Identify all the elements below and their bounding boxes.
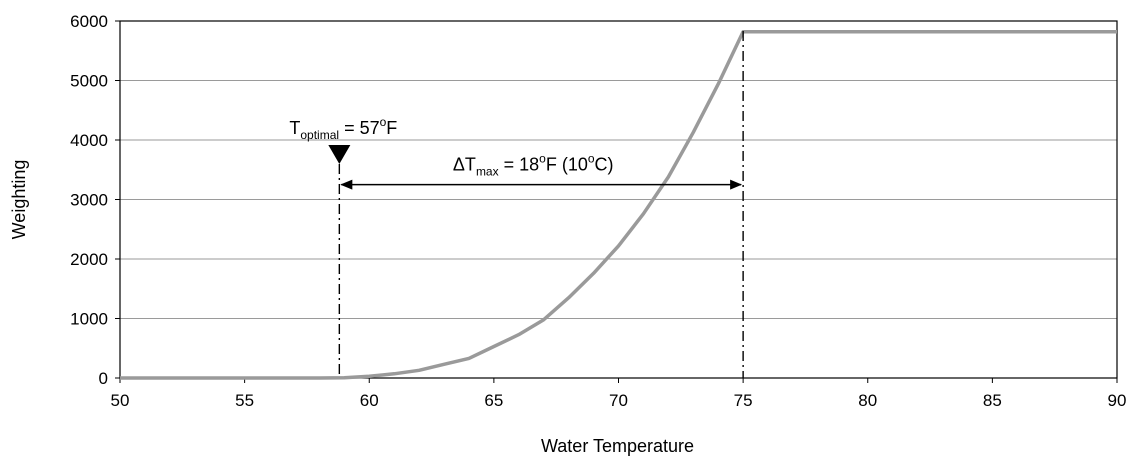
x-tick-label: 85 xyxy=(983,391,1002,410)
delta-t-label: ΔTmax = 18oF (10oC) xyxy=(453,152,614,179)
x-tick-label: 50 xyxy=(111,391,130,410)
y-tick-label: 0 xyxy=(99,369,108,388)
y-tick-label: 2000 xyxy=(70,250,108,269)
x-tick-label: 55 xyxy=(235,391,254,410)
x-tick-label: 60 xyxy=(360,391,379,410)
t-optimal-marker-icon xyxy=(328,145,351,164)
x-tick-label: 75 xyxy=(734,391,753,410)
x-axis: 50 55 60 65 70 75 80 85 90 xyxy=(111,378,1127,410)
y-tick-label: 1000 xyxy=(70,310,108,329)
y-axis-title: Weighting xyxy=(9,160,29,240)
x-tick-label: 70 xyxy=(609,391,628,410)
y-axis: 0 1000 2000 3000 4000 5000 6000 xyxy=(70,12,120,388)
y-tick-label: 5000 xyxy=(70,72,108,91)
t-optimal-label: Toptimal = 57oF xyxy=(289,115,397,142)
x-tick-label: 65 xyxy=(484,391,503,410)
gridlines xyxy=(120,80,1117,319)
y-tick-label: 3000 xyxy=(70,191,108,210)
series-line xyxy=(120,29,1117,380)
x-tick-label: 90 xyxy=(1108,391,1127,410)
x-tick-label: 80 xyxy=(858,391,877,410)
x-axis-title: Water Temperature xyxy=(541,436,694,456)
y-tick-label: 6000 xyxy=(70,12,108,31)
y-tick-label: 4000 xyxy=(70,131,108,150)
